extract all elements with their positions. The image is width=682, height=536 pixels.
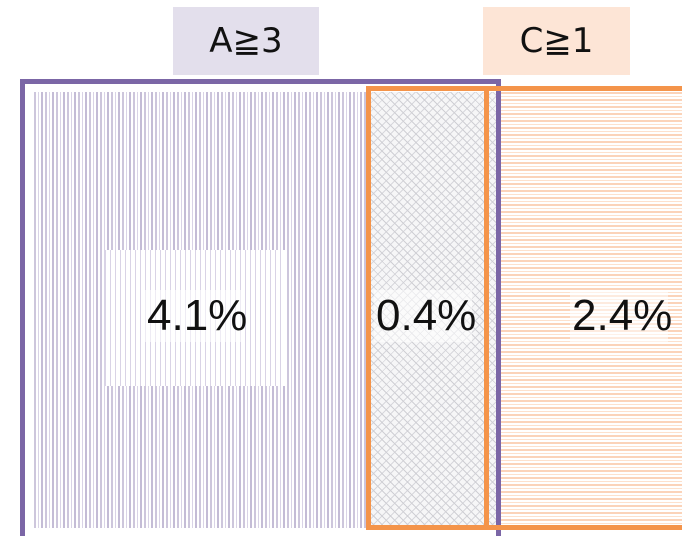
set-c-label: C≧1: [483, 7, 630, 75]
set-a-label: A≧3: [173, 7, 319, 75]
c-only-percentage: 2.4%: [570, 290, 673, 342]
set-c-outline: [366, 86, 682, 530]
set-c-inner-border: [484, 86, 489, 526]
set-a-outline: [20, 79, 501, 536]
a-only-percentage: 4.1%: [145, 290, 248, 342]
a-and-c-percentage: 0.4%: [374, 290, 477, 342]
